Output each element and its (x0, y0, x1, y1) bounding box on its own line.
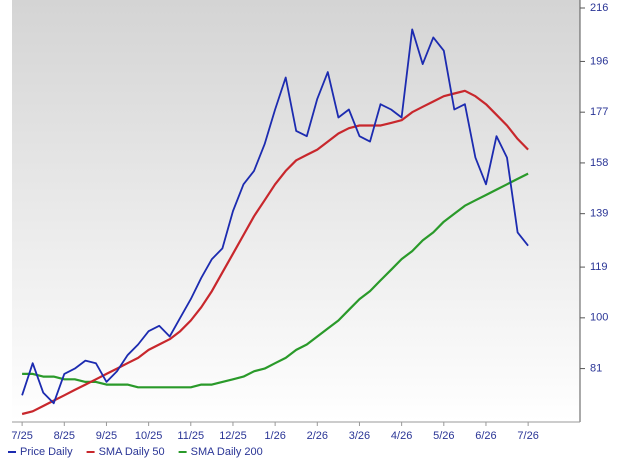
x-tick-label: 6/26 (475, 430, 496, 442)
x-tick-label: 1/26 (264, 430, 285, 442)
x-tick-label: 5/26 (433, 430, 454, 442)
x-tick-label: 4/26 (391, 430, 412, 442)
x-tick-label: 2/26 (307, 430, 328, 442)
series-line (21, 89, 529, 416)
x-tick-label: 8/25 (54, 430, 75, 442)
y-tick-label: 158 (590, 157, 608, 169)
y-tick-label: 196 (590, 55, 608, 67)
y-tick-label: 216 (590, 2, 608, 14)
series-line (22, 172, 529, 389)
plot-area (12, 0, 580, 422)
x-tick-label: 10/25 (135, 430, 163, 442)
y-tick-label: 177 (590, 106, 608, 118)
x-tick-label: 9/25 (96, 430, 117, 442)
x-tick-label: 3/26 (349, 430, 370, 442)
legend-label: SMA Daily 200 (191, 446, 263, 458)
x-tick-label: 12/25 (219, 430, 247, 442)
y-tick-label: 81 (590, 362, 602, 374)
y-tick-label: 100 (590, 312, 608, 324)
x-tick-label: 11/25 (177, 430, 204, 442)
legend-label: Price Daily (20, 446, 73, 458)
series-line (21, 28, 529, 405)
legend-label: SMA Daily 50 (99, 446, 165, 458)
x-tick-label: 7/25 (11, 430, 32, 442)
x-tick-label: 7/26 (517, 430, 538, 442)
y-tick-label: 119 (590, 261, 608, 273)
y-tick-label: 139 (590, 208, 608, 220)
